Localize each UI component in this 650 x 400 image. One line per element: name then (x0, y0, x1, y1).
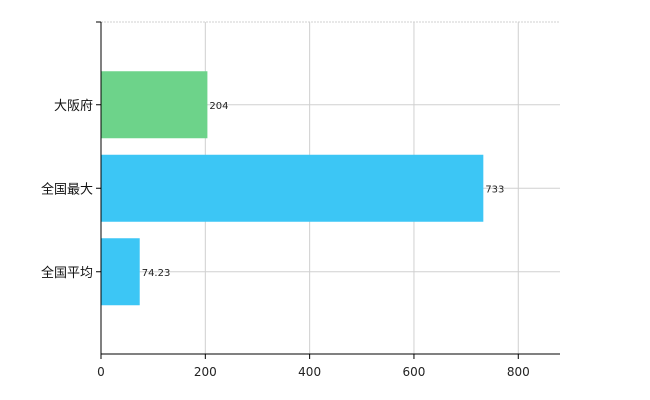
data-label: 204 (209, 101, 228, 112)
bars (101, 71, 484, 306)
x-axis-ticks: 0 200 400 600 800 (97, 354, 530, 379)
bar (101, 238, 140, 306)
category-label: 全国平均 (41, 265, 93, 281)
x-tick-label: 200 (194, 365, 217, 379)
x-tick-label: 0 (97, 365, 105, 379)
data-label: 74.23 (142, 268, 171, 279)
category-label: 大阪府 (54, 99, 93, 114)
data-labels: 204 733 74.23 (142, 101, 505, 279)
x-tick-label: 400 (298, 365, 321, 379)
bar (101, 154, 484, 222)
bar (101, 71, 208, 139)
category-label: 全国最大 (41, 181, 93, 197)
data-label: 733 (485, 184, 504, 195)
x-tick-label: 800 (507, 365, 530, 379)
x-tick-label: 600 (403, 365, 426, 379)
